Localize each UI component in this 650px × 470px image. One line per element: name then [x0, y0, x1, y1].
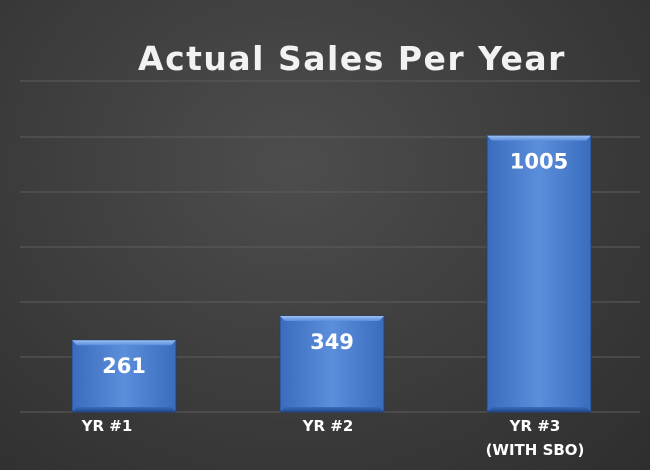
bar-top-bevel: [280, 316, 384, 322]
bars: [71, 135, 592, 413]
bar-top-bevel: [487, 135, 591, 141]
bar-value-label: 349: [310, 330, 354, 354]
x-tick-label: YR #2: [302, 417, 354, 435]
bar-value-label: 261: [102, 354, 146, 378]
bar-bottom-bevel: [280, 407, 384, 412]
bar-bottom-bevel: [72, 407, 176, 412]
bar: [279, 315, 385, 413]
x-tick-label: YR #1: [81, 417, 133, 435]
x-tick-label: (WITH SBO): [486, 441, 585, 459]
bar-bottom-bevel: [487, 407, 591, 412]
data-labels: 261 349 1005: [102, 150, 568, 379]
bar: [71, 339, 177, 413]
bar-body: [486, 135, 592, 413]
chart-title: Actual Sales Per Year: [138, 39, 566, 78]
bar: [486, 135, 592, 413]
bar-value-label: 1005: [510, 150, 568, 174]
bar-top-bevel: [72, 340, 176, 346]
bar-body: [279, 315, 385, 413]
x-axis-tick-labels: YR #1 YR #2 YR #3 (WITH SBO): [81, 417, 585, 459]
x-tick-label: YR #3: [509, 417, 561, 435]
